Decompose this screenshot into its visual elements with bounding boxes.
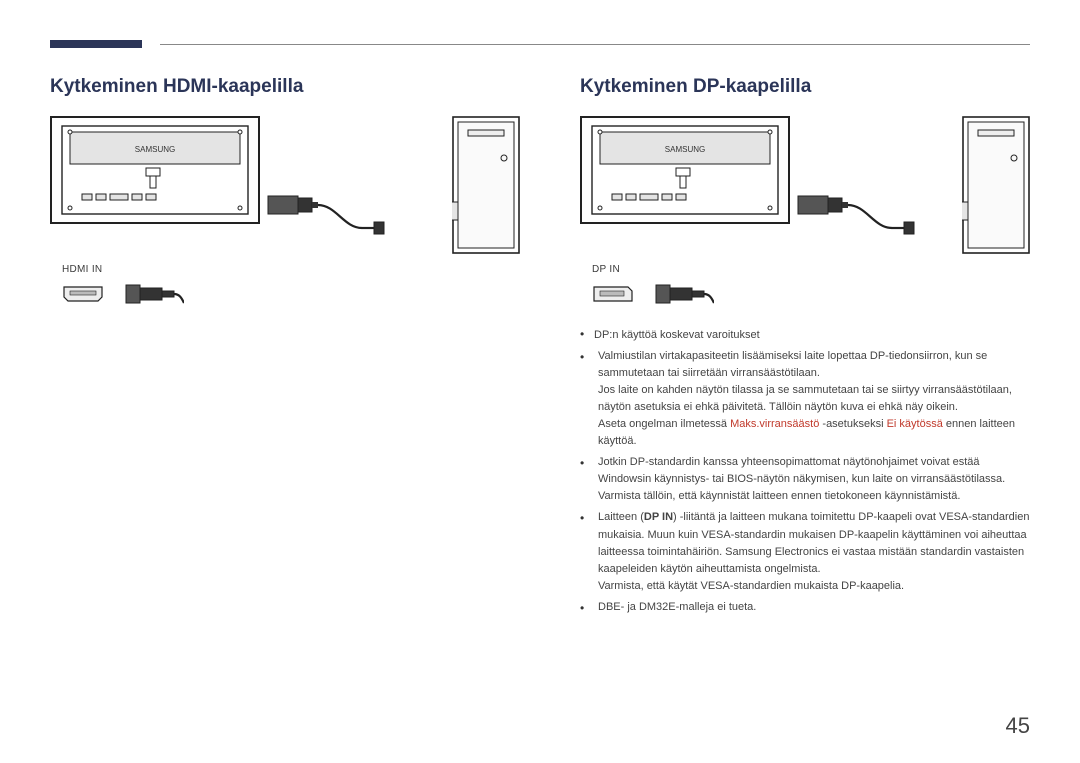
dp-port-row (592, 281, 1030, 307)
highlight: Maks.virransäästö (730, 418, 819, 430)
hdmi-port-label: HDMI IN (62, 264, 520, 275)
dp-cable-icon (796, 178, 916, 248)
header-thin-line (160, 44, 1030, 45)
dp-connector-icon (654, 281, 714, 307)
sub-text: -asetukseksi (819, 418, 886, 430)
sub-text: Jos laite on kahden näytön tilassa ja se… (598, 384, 1012, 413)
hdmi-port-icon (62, 285, 104, 303)
hdmi-diagram: SAMSUNG (50, 116, 520, 254)
dp-port-icon (592, 285, 634, 303)
bullet-main: DP:n käyttöä koskevat varoitukset (580, 325, 1030, 344)
left-column: Kytkeminen HDMI-kaapelilla SAMSUNG (50, 76, 520, 620)
sub-text: Varmista, että käytät VESA-standardien m… (598, 580, 904, 592)
heading-dp: Kytkeminen DP-kaapelilla (580, 76, 1030, 98)
hdmi-connector-icon (124, 281, 184, 307)
monitor-back-icon: SAMSUNG (50, 116, 260, 224)
page-number: 45 (1006, 713, 1030, 739)
pc-tower-icon (452, 116, 520, 254)
sub-item: Laitteen (DP IN) -liitäntä ja laitteen m… (580, 509, 1030, 594)
highlight: Ei käytössä (887, 418, 943, 430)
monitor-back-icon: SAMSUNG (580, 116, 790, 224)
sub-item: DBE- ja DM32E-malleja ei tueta. (580, 599, 1030, 616)
right-column: Kytkeminen DP-kaapelilla SAMSUNG (580, 76, 1030, 620)
dp-diagram: SAMSUNG (580, 116, 1030, 254)
pc-tower-icon (962, 116, 1030, 254)
strong-text: DP IN (644, 511, 673, 523)
dp-port-label: DP IN (592, 264, 1030, 275)
sub-text: Laitteen ( (598, 511, 644, 523)
dp-warnings: DP:n käyttöä koskevat varoitukset Valmiu… (580, 325, 1030, 616)
heading-hdmi: Kytkeminen HDMI-kaapelilla (50, 76, 520, 98)
hdmi-port-row (62, 281, 520, 307)
sub-item: Valmiustilan virtakapasiteetin lisäämise… (580, 348, 1030, 450)
header-accent-bar (50, 40, 142, 48)
header-rule (50, 40, 1030, 48)
svg-text:SAMSUNG: SAMSUNG (665, 145, 705, 154)
sub-text: Valmiustilan virtakapasiteetin lisäämise… (598, 350, 987, 379)
svg-text:SAMSUNG: SAMSUNG (135, 145, 175, 154)
hdmi-cable-icon (266, 178, 386, 248)
sub-item: Jotkin DP-standardin kanssa yhteensopima… (580, 454, 1030, 505)
sub-text: Aseta ongelman ilmetessä (598, 418, 730, 430)
